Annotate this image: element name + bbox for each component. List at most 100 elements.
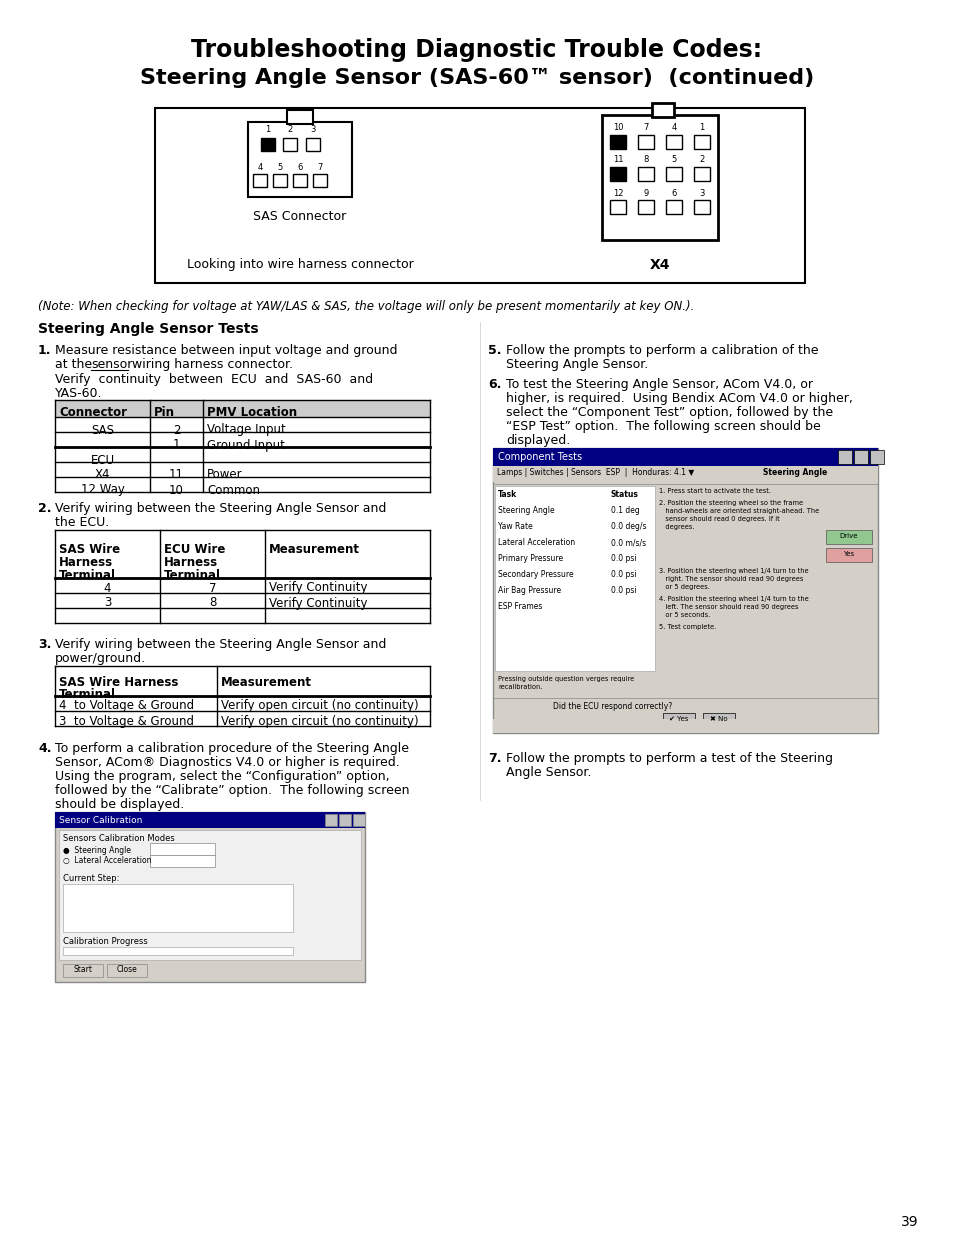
Text: power/ground.: power/ground. <box>55 652 146 664</box>
Text: ○  Lateral Acceleration: ○ Lateral Acceleration <box>63 856 152 864</box>
Text: SAS: SAS <box>91 424 113 436</box>
Text: Ground Input: Ground Input <box>207 438 285 452</box>
Text: ✖ No: ✖ No <box>709 716 727 722</box>
Text: Steering Angle Sensor Tests: Steering Angle Sensor Tests <box>38 322 258 336</box>
Text: 1: 1 <box>265 126 271 135</box>
Text: 2.: 2. <box>38 501 51 515</box>
Text: 3: 3 <box>310 126 315 135</box>
Text: Steering Angle Sensor (SAS-60™ sensor)  (continued): Steering Angle Sensor (SAS-60™ sensor) (… <box>140 68 813 88</box>
Text: PMV Location: PMV Location <box>207 406 296 420</box>
Text: 5.: 5. <box>488 345 501 357</box>
Bar <box>253 174 267 186</box>
Bar <box>693 200 709 214</box>
Text: 2. Position the steering wheel so the frame: 2. Position the steering wheel so the fr… <box>659 500 802 506</box>
Text: SAS Wire: SAS Wire <box>59 543 120 556</box>
Text: Power: Power <box>207 468 242 482</box>
Text: YAS-60.: YAS-60. <box>55 387 102 400</box>
Text: recalibration.: recalibration. <box>497 684 542 690</box>
Bar <box>273 174 287 186</box>
Text: 5: 5 <box>671 156 676 164</box>
Text: Yaw Rate: Yaw Rate <box>497 522 532 531</box>
Text: Verify Continuity: Verify Continuity <box>269 597 367 610</box>
Bar <box>609 167 625 182</box>
Text: 1: 1 <box>172 438 180 452</box>
Text: 4.: 4. <box>38 742 51 755</box>
Text: Current Step:: Current Step: <box>63 874 119 883</box>
Text: Angle Sensor.: Angle Sensor. <box>505 766 591 779</box>
Text: 11: 11 <box>612 156 622 164</box>
Text: Sensors Calibration Modes: Sensors Calibration Modes <box>63 834 174 844</box>
Text: 0.0 psi: 0.0 psi <box>610 571 636 579</box>
Text: ●  Steering Angle: ● Steering Angle <box>63 846 131 855</box>
Text: 2: 2 <box>699 156 704 164</box>
Text: ECU Wire: ECU Wire <box>164 543 225 556</box>
Text: 3.: 3. <box>38 638 51 651</box>
Text: Start: Start <box>73 966 92 974</box>
Text: or 5 seconds.: or 5 seconds. <box>659 613 709 618</box>
Text: 3: 3 <box>699 189 704 198</box>
Text: Secondary Pressure: Secondary Pressure <box>497 571 573 579</box>
Bar <box>306 138 319 151</box>
Text: Measure resistance between input voltage and ground: Measure resistance between input voltage… <box>55 345 397 357</box>
Text: Did the ECU respond correctly?: Did the ECU respond correctly? <box>553 701 672 711</box>
Text: 7: 7 <box>317 163 322 173</box>
Text: 10: 10 <box>612 122 622 131</box>
Text: 1: 1 <box>699 122 704 131</box>
Text: Troubleshooting Diagnostic Trouble Codes:: Troubleshooting Diagnostic Trouble Codes… <box>192 38 761 62</box>
Bar <box>63 947 293 955</box>
Text: Connector: Connector <box>59 406 127 420</box>
Bar <box>287 110 313 124</box>
Text: Looking into wire harness connector: Looking into wire harness connector <box>187 258 413 270</box>
Text: Yes: Yes <box>842 551 854 557</box>
Bar <box>662 713 695 727</box>
Text: 0.0 psi: 0.0 psi <box>610 585 636 595</box>
Text: degrees.: degrees. <box>659 524 694 530</box>
Bar <box>55 400 430 417</box>
Bar <box>493 448 877 734</box>
Text: 2: 2 <box>287 126 293 135</box>
Text: 12 Way: 12 Way <box>80 483 124 496</box>
Text: hand-wheels are oriented straight-ahead. The: hand-wheels are oriented straight-ahead.… <box>659 508 819 514</box>
Bar <box>493 719 877 734</box>
Text: Component Tests: Component Tests <box>497 452 581 462</box>
Text: Follow the prompts to perform a calibration of the: Follow the prompts to perform a calibrat… <box>505 345 818 357</box>
Text: 0.0 deg/s: 0.0 deg/s <box>610 522 646 531</box>
Bar <box>63 884 293 932</box>
Bar <box>313 174 327 186</box>
Text: 0.0 m/s/s: 0.0 m/s/s <box>610 538 645 547</box>
Text: select the “Component Test” option, followed by the: select the “Component Test” option, foll… <box>505 406 832 419</box>
Text: 6: 6 <box>671 189 676 198</box>
Bar <box>638 167 654 182</box>
Text: 11: 11 <box>169 468 184 482</box>
Text: Pressing outside question verges require: Pressing outside question verges require <box>497 676 634 682</box>
Text: X4: X4 <box>649 258 670 272</box>
Text: should be displayed.: should be displayed. <box>55 798 184 811</box>
Bar <box>154 107 804 283</box>
Text: higher, is required.  Using Bendix ACom V4.0 or higher,: higher, is required. Using Bendix ACom V… <box>505 391 852 405</box>
Text: 8: 8 <box>642 156 648 164</box>
Text: Lamps | Switches | Sensors  ESP  |  Honduras: 4.1 ▼: Lamps | Switches | Sensors ESP | Hondura… <box>497 468 694 477</box>
Text: Verify wiring between the Steering Angle Sensor and: Verify wiring between the Steering Angle… <box>55 501 386 515</box>
Text: Close: Close <box>116 966 137 974</box>
Text: Steering Angle: Steering Angle <box>762 468 826 477</box>
Text: 1.: 1. <box>38 345 51 357</box>
Bar <box>283 138 296 151</box>
Bar <box>107 965 147 977</box>
Bar <box>55 811 365 982</box>
Bar <box>63 965 103 977</box>
Bar <box>325 814 336 826</box>
Text: (Note: When checking for voltage at YAW/LAS & SAS, the voltage will only be pres: (Note: When checking for voltage at YAW/… <box>38 300 694 312</box>
Text: 5. Test complete.: 5. Test complete. <box>659 624 716 630</box>
Text: SAS Wire Harness: SAS Wire Harness <box>59 676 178 689</box>
Text: 39: 39 <box>901 1215 918 1229</box>
Text: Steering Angle: Steering Angle <box>497 506 554 515</box>
Text: Voltage Input: Voltage Input <box>207 424 286 436</box>
Text: Using the program, select the “Configuration” option,: Using the program, select the “Configura… <box>55 769 389 783</box>
Text: Drive: Drive <box>839 534 858 538</box>
Text: Pin: Pin <box>153 406 174 420</box>
Text: Calibration Progress: Calibration Progress <box>63 937 148 946</box>
Text: at the: at the <box>55 358 96 370</box>
Bar <box>55 811 365 827</box>
Text: or 5 degrees.: or 5 degrees. <box>659 584 709 590</box>
Text: sensor should read 0 degrees. If it: sensor should read 0 degrees. If it <box>659 516 779 522</box>
